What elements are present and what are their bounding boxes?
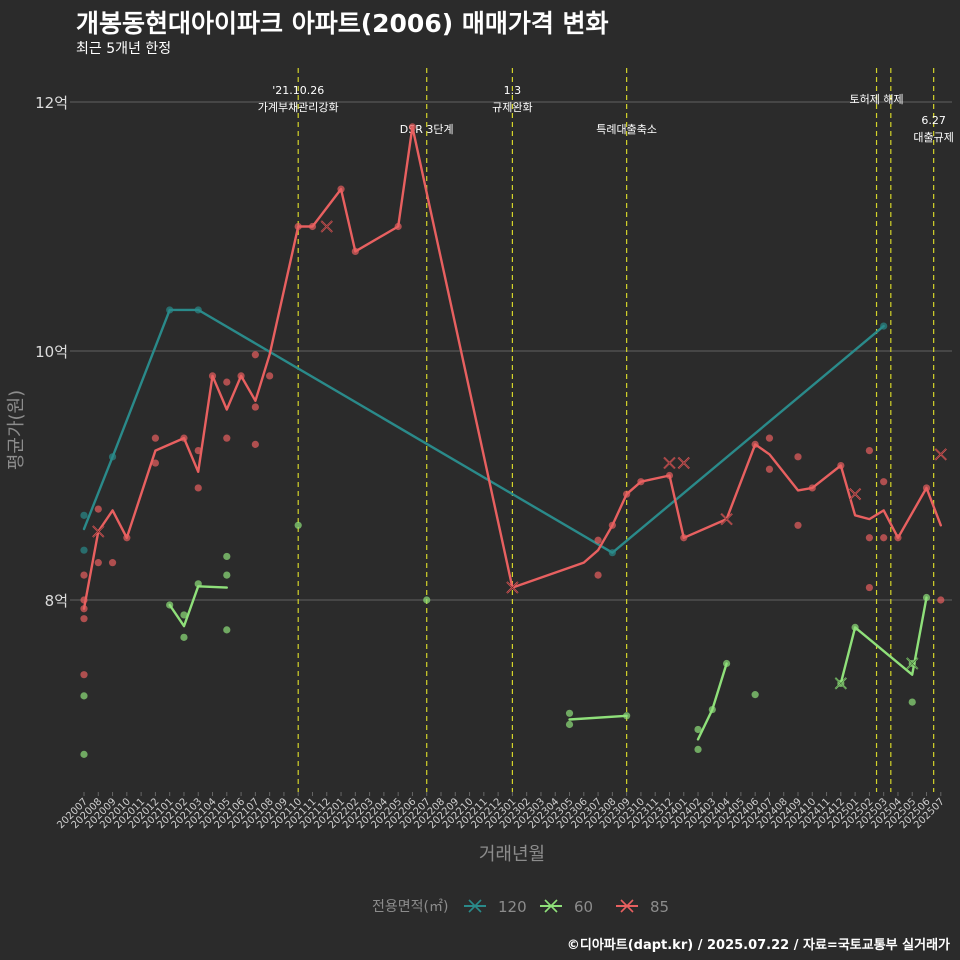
policy-annotation-text: 토허제 해제 <box>849 92 903 106</box>
data-point-85 <box>194 484 202 492</box>
data-point-85 <box>251 440 259 448</box>
data-point-85 <box>251 351 259 359</box>
data-point-85 <box>880 534 888 542</box>
y-tick-label: 10억 <box>35 343 68 361</box>
data-point-85 <box>765 434 774 442</box>
data-point-85 <box>594 536 602 544</box>
grid-lines <box>70 101 952 601</box>
series-line-60 <box>696 662 728 741</box>
data-point-120 <box>80 546 88 554</box>
y-tick-labels: 8억 10억 12억 <box>35 94 68 610</box>
x-tick-labels: 2020072020082020092020102020112020122021… <box>55 792 947 831</box>
policy-annotation-text: '21.10.26 <box>272 84 324 97</box>
series-line-60 <box>839 596 928 685</box>
legend-key-cross <box>620 899 634 913</box>
data-point-60 <box>908 698 916 706</box>
policy-annotation-text: 1.3 <box>504 84 522 97</box>
cross-marker-outline <box>678 457 690 469</box>
data-point-60 <box>294 521 302 529</box>
data-point-60 <box>180 611 188 619</box>
data-point-85 <box>865 534 874 542</box>
data-point-60 <box>223 626 231 634</box>
data-point-85 <box>223 378 231 386</box>
data-point-60 <box>565 720 574 729</box>
data-point-60 <box>694 745 702 754</box>
data-point-85 <box>251 403 259 411</box>
series-line-60 <box>568 714 628 721</box>
data-point-85 <box>266 372 274 380</box>
data-point-60 <box>423 596 431 604</box>
data-point-85 <box>594 571 602 579</box>
legend-label-85: 85 <box>650 898 669 916</box>
policy-annotation-text: 가계부채관리강화 <box>258 101 339 114</box>
series-line-60 <box>168 585 229 628</box>
data-point-85 <box>937 596 945 604</box>
cross-marker-outline <box>906 657 918 670</box>
data-point-60 <box>223 571 231 579</box>
data-point-60 <box>694 725 702 734</box>
cross-marker-outline <box>720 513 733 525</box>
data-point-85 <box>80 571 88 579</box>
policy-annotation-text: DSR 3단계 <box>400 123 454 136</box>
data-point-85 <box>865 583 874 592</box>
chart-subtitle: 최근 5개년 한정 <box>76 41 172 57</box>
x-axis-title: 거래년월 <box>479 844 545 865</box>
data-point-85 <box>151 459 159 467</box>
data-point-85 <box>108 559 117 567</box>
y-axis-title: 평균가(원) <box>6 390 27 470</box>
data-point-85 <box>151 434 159 442</box>
legend-key-cross <box>468 899 482 913</box>
cross-marker-outline <box>835 677 847 690</box>
cross-marker-outline <box>92 525 104 538</box>
data-point-60 <box>180 633 188 641</box>
policy-event-lines <box>297 68 935 792</box>
series-line-85 <box>82 125 942 610</box>
legend-title: 전용면적(㎡) <box>372 899 448 915</box>
legend-key-cross <box>544 899 558 913</box>
cross-marker-outline <box>935 448 947 461</box>
series-line-120 <box>82 308 885 554</box>
data-point-85 <box>794 521 802 529</box>
policy-annotation-text: 대출규제 <box>913 131 953 144</box>
chart-title: 개봉동현대아이파크 아파트(2006) 매매가격 변화 <box>76 9 609 38</box>
data-point-85 <box>80 615 88 623</box>
cross-marker-outline <box>849 488 861 500</box>
cross-marker-outline <box>663 457 676 469</box>
legend: 전용면적(㎡) 120 60 85 <box>372 898 669 916</box>
data-point-60 <box>80 692 88 700</box>
data-point-120 <box>80 511 88 519</box>
data-point-85 <box>94 505 102 513</box>
data-point-85 <box>765 465 774 473</box>
data-point-85 <box>794 453 802 461</box>
data-point-85 <box>94 559 102 567</box>
series-layer <box>80 123 947 758</box>
data-point-60 <box>751 691 759 699</box>
cross-marker-outline <box>321 220 333 233</box>
data-point-85 <box>80 671 88 679</box>
data-point-85 <box>865 447 874 455</box>
legend-label-120: 120 <box>498 898 527 916</box>
data-point-60 <box>565 709 574 717</box>
y-tick-label: 8억 <box>45 592 68 610</box>
source-caption: ©디아파트(dapt.kr) / 2025.07.22 / 자료=국토교통부 실… <box>566 938 950 953</box>
policy-annotation-text: 규제완화 <box>492 101 532 114</box>
policy-annotation-text: 6.27 <box>921 114 946 127</box>
policy-annotation-text: 특례대출축소 <box>596 123 657 136</box>
data-point-60 <box>223 552 231 561</box>
data-point-60 <box>80 750 88 758</box>
data-point-85 <box>223 434 231 442</box>
cross-marker-outline <box>506 581 519 594</box>
data-point-85 <box>880 478 888 486</box>
legend-label-60: 60 <box>574 898 593 916</box>
y-tick-label: 12억 <box>35 94 68 112</box>
